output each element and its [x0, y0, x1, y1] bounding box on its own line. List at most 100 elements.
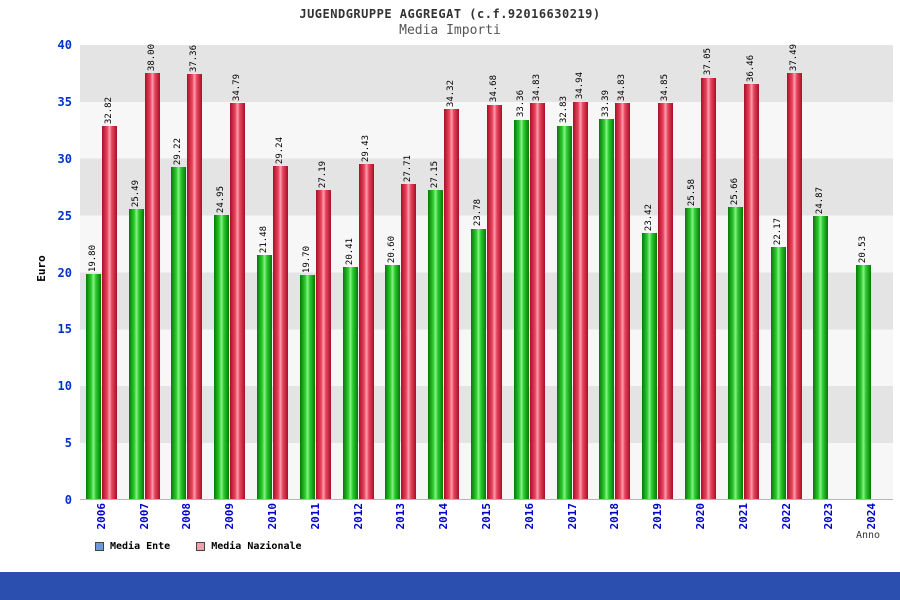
bar-value-label: 33.36	[515, 90, 526, 118]
bar-group: 19.80 32.82	[80, 44, 123, 499]
bar-value-label: 34.94	[574, 72, 585, 100]
bar-slot: 37.36	[187, 44, 203, 499]
bar-value-label: 36.46	[745, 55, 756, 83]
x-tick-label: 2006	[94, 503, 108, 530]
legend-swatch-media-ente	[95, 542, 104, 551]
x-axis-label: Anno	[856, 530, 881, 541]
bar-media-nazionale	[700, 77, 716, 499]
x-tick: 2015	[465, 503, 508, 543]
bar-slot: 19.80	[85, 44, 101, 499]
footer-band	[0, 572, 900, 600]
x-tick-label: 2018	[608, 503, 622, 530]
bar-value-label: 25.58	[686, 178, 697, 207]
bar-value-label: 20.41	[344, 237, 355, 265]
chart-subtitle: Media Importi	[399, 23, 501, 38]
bar-media-ente	[342, 266, 358, 499]
bar-group: 24.87	[807, 44, 850, 499]
bar-value-label: 37.36	[189, 44, 200, 73]
bar-value-label: 29.24	[275, 137, 286, 165]
bar-media-ente	[770, 246, 786, 499]
bar-group: 22.17 37.49	[765, 44, 808, 499]
bar-group: 25.58 37.05	[679, 44, 722, 499]
bar-value-label: 27.71	[403, 154, 414, 182]
legend: Media Ente Media Nazionale	[95, 541, 302, 552]
bar-value-label: 34.68	[488, 75, 499, 103]
bar-group: 23.78 34.68	[465, 44, 508, 499]
bar-media-nazionale	[315, 189, 331, 499]
x-tick: 2020	[679, 503, 722, 543]
bar-slot: 34.83	[615, 44, 631, 499]
bar-value-label: 32.82	[103, 96, 114, 124]
bar-media-nazionale	[101, 125, 117, 499]
bar-group: 21.48 29.24	[251, 44, 294, 499]
bar-group: 25.49 38.00	[123, 44, 166, 499]
bar-value-label: 38.00	[146, 44, 157, 72]
bar-group: 24.95 34.79	[208, 44, 251, 499]
bar-media-ente	[85, 273, 101, 499]
x-tick: 2023	[807, 503, 850, 543]
bar-slot	[829, 44, 844, 499]
bar-value-label: 34.85	[660, 73, 671, 101]
bar-slot: 25.66	[727, 44, 743, 499]
x-tick-label: 2012	[351, 503, 365, 530]
bar-media-ente	[513, 119, 529, 499]
bar-value-label: 24.87	[815, 187, 826, 215]
x-tick-label: 2014	[437, 503, 451, 530]
bar-media-ente	[299, 274, 315, 499]
bar-media-nazionale	[486, 104, 502, 499]
x-tick: 2008	[166, 503, 209, 543]
x-tick-label: 2009	[223, 503, 237, 530]
bar-value-label: 29.22	[173, 137, 184, 165]
bar-value-label: 29.43	[360, 135, 371, 163]
bar-slot: 34.79	[230, 44, 246, 499]
y-tick-label: 35	[57, 94, 72, 109]
bar-value-label: 34.83	[617, 73, 628, 101]
x-tick: 2009	[208, 503, 251, 543]
bar-media-ente	[813, 216, 829, 499]
bar-media-nazionale	[273, 166, 289, 499]
bar-media-ente	[727, 207, 743, 499]
bar-slot: 20.41	[342, 44, 358, 499]
bar-group: 32.83 34.94	[551, 44, 594, 499]
bar-slot: 36.46	[743, 44, 759, 499]
bar-media-ente	[171, 166, 187, 499]
bar-slot: 20.60	[385, 44, 401, 499]
bar-value-label: 27.19	[317, 160, 328, 188]
bar-slot: 24.95	[214, 44, 230, 499]
bar-media-nazionale	[615, 102, 631, 499]
bar-group: 20.60 27.71	[380, 44, 423, 499]
bar-value-label: 20.53	[858, 236, 869, 264]
bar-slot: 21.48	[257, 44, 273, 499]
bar-slot: 27.71	[401, 44, 417, 499]
bar-value-label: 19.80	[87, 244, 98, 272]
bar-group: 19.70 27.19	[294, 44, 337, 499]
bar-value-label: 27.15	[430, 161, 441, 189]
bar-slot: 27.19	[315, 44, 331, 499]
bar-value-label: 19.70	[301, 245, 312, 273]
bar-media-nazionale	[401, 183, 417, 499]
bar-media-ente	[684, 208, 700, 499]
bar-slot: 29.24	[273, 44, 289, 499]
x-tick: 2010	[251, 503, 294, 543]
bar-slot: 34.85	[658, 44, 674, 499]
x-tick-label: 2017	[565, 503, 579, 530]
bar-value-label: 32.83	[558, 96, 569, 124]
bar-value-label: 25.66	[729, 178, 740, 206]
bar-group: 33.39 34.83	[593, 44, 636, 499]
y-tick-label: 20	[57, 265, 72, 280]
bar-value-label: 37.05	[702, 48, 713, 76]
x-tick: 2012	[337, 503, 380, 543]
bar-media-ente	[556, 125, 572, 499]
bar-slot: 33.39	[599, 44, 615, 499]
bar-value-label: 33.39	[601, 90, 612, 118]
legend-label-media-ente: Media Ente	[110, 541, 171, 552]
bar-media-ente	[128, 209, 144, 499]
x-tick-label: 2022	[779, 503, 793, 530]
x-tick-label: 2020	[693, 503, 707, 530]
bar-media-ente	[385, 264, 401, 499]
bar-media-ente	[642, 232, 658, 499]
x-tick: 2011	[294, 503, 337, 543]
x-tick: 2006	[80, 503, 123, 543]
bar-media-nazionale	[187, 74, 203, 499]
